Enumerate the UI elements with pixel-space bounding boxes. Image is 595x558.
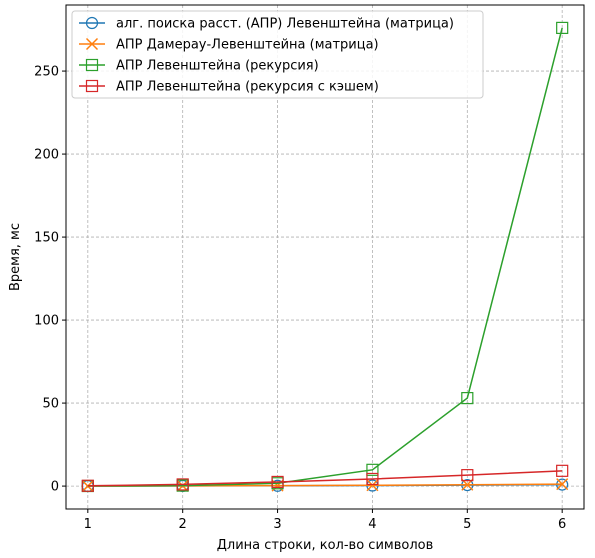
data-point bbox=[461, 392, 474, 405]
data-point bbox=[81, 479, 94, 492]
y-tick-label: 150 bbox=[34, 231, 59, 246]
legend-box bbox=[71, 10, 484, 99]
data-point bbox=[556, 478, 569, 491]
legend-label: АПР Левенштейна (рекурсия) bbox=[116, 59, 319, 74]
legend-item: алг. поиска расст. (АПР) Левенштейна (ма… bbox=[79, 17, 454, 32]
legend: алг. поиска расст. (АПР) Левенштейна (ма… bbox=[71, 10, 484, 99]
legend-marker bbox=[85, 79, 99, 93]
data-point bbox=[461, 469, 474, 482]
x-axis-label: Длина строки, кол-во символов bbox=[217, 538, 434, 553]
data-point bbox=[556, 464, 569, 477]
legend-marker bbox=[85, 37, 99, 51]
y-tick-label: 50 bbox=[42, 397, 59, 412]
legend-item: АПР Дамерау-Левенштейна (матрица) bbox=[79, 38, 379, 53]
series-line bbox=[87, 470, 563, 487]
legend-label: АПР Дамерау-Левенштейна (матрица) bbox=[116, 38, 379, 53]
x-tick-label: 3 bbox=[273, 517, 281, 532]
y-axis-label: Время, мс bbox=[8, 223, 23, 291]
data-point bbox=[366, 472, 379, 486]
data-point bbox=[556, 21, 569, 35]
x-tick-label: 6 bbox=[558, 517, 566, 532]
plot-frame bbox=[65, 4, 585, 510]
x-tick-label: 1 bbox=[84, 517, 92, 532]
y-tick-label: 100 bbox=[34, 314, 59, 329]
series-4 bbox=[81, 464, 569, 492]
x-tick-label: 4 bbox=[368, 517, 376, 532]
data-point bbox=[366, 479, 379, 492]
data-point bbox=[81, 480, 94, 493]
legend-item: АПР Левенштейна (рекурсия) bbox=[79, 59, 319, 74]
series-line bbox=[87, 27, 563, 487]
x-tick-label: 2 bbox=[179, 517, 187, 532]
legend-marker bbox=[85, 58, 99, 72]
data-point bbox=[366, 463, 379, 476]
data-point bbox=[176, 478, 189, 491]
y-tick-label: 200 bbox=[34, 148, 59, 163]
y-tick-label: 250 bbox=[34, 65, 59, 80]
data-point bbox=[271, 475, 284, 489]
legend-marker bbox=[85, 16, 99, 30]
series-group bbox=[81, 21, 569, 493]
legend-item: АПР Левенштейна (рекурсия с кэшем) bbox=[79, 80, 379, 95]
axis-ticks: 1 2 3 4 5 6 0 50 100 150 200 250 bbox=[34, 65, 566, 532]
x-tick-label: 5 bbox=[463, 517, 471, 532]
legend-label: алг. поиска расст. (АПР) Левенштейна (ма… bbox=[116, 17, 454, 32]
legend-label: АПР Левенштейна (рекурсия с кэшем) bbox=[116, 80, 379, 95]
y-tick-label: 0 bbox=[51, 480, 59, 495]
